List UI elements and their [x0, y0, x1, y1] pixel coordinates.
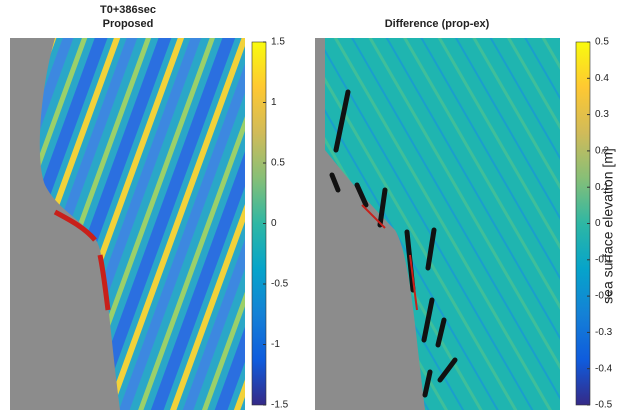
- colorbar-tick-label: 1: [271, 97, 277, 108]
- colorbar-tick-label: 0.2: [595, 146, 609, 157]
- coast-mark: [361, 204, 418, 311]
- colorbar-tick-label: -0.4: [595, 363, 613, 374]
- colorbar-tick-label: 0.5: [595, 37, 609, 48]
- colorbar-tick-label: -1: [271, 339, 280, 350]
- colorbar-tick-label: -0.5: [595, 400, 613, 411]
- subtitle: Proposed: [103, 18, 154, 30]
- coast-mark: [97, 254, 111, 311]
- panel-left: [10, 38, 245, 410]
- colorbar-label: sea surface elevation [m]: [600, 148, 616, 304]
- colorbar-tick-label: -0.5: [271, 279, 289, 290]
- colorbar-tick-label: -1.5: [271, 400, 289, 411]
- colorbar-tick-label: -0.1: [595, 254, 613, 265]
- colorbar-tick-label: 0: [595, 218, 601, 229]
- title: T0+386sec: [100, 4, 156, 16]
- colorbar-tick-label: -0.3: [595, 327, 613, 338]
- colorbar-tick-label: 0: [271, 218, 277, 229]
- panel-right: [315, 38, 560, 410]
- land: [315, 38, 425, 410]
- colorbar-tick-label: 0.4: [595, 73, 609, 84]
- colorbar-tick-label: 0.5: [271, 158, 285, 169]
- colorbar-tick-label: -0.2: [595, 291, 613, 302]
- coast-mark: [53, 209, 97, 242]
- colorbar-tick-label: 0.3: [595, 109, 609, 120]
- land: [10, 38, 120, 410]
- title: Difference (prop-ex): [385, 18, 490, 30]
- colorbar-tick-label: 1.5: [271, 37, 285, 48]
- colorbar-tick-label: 0.1: [595, 182, 609, 193]
